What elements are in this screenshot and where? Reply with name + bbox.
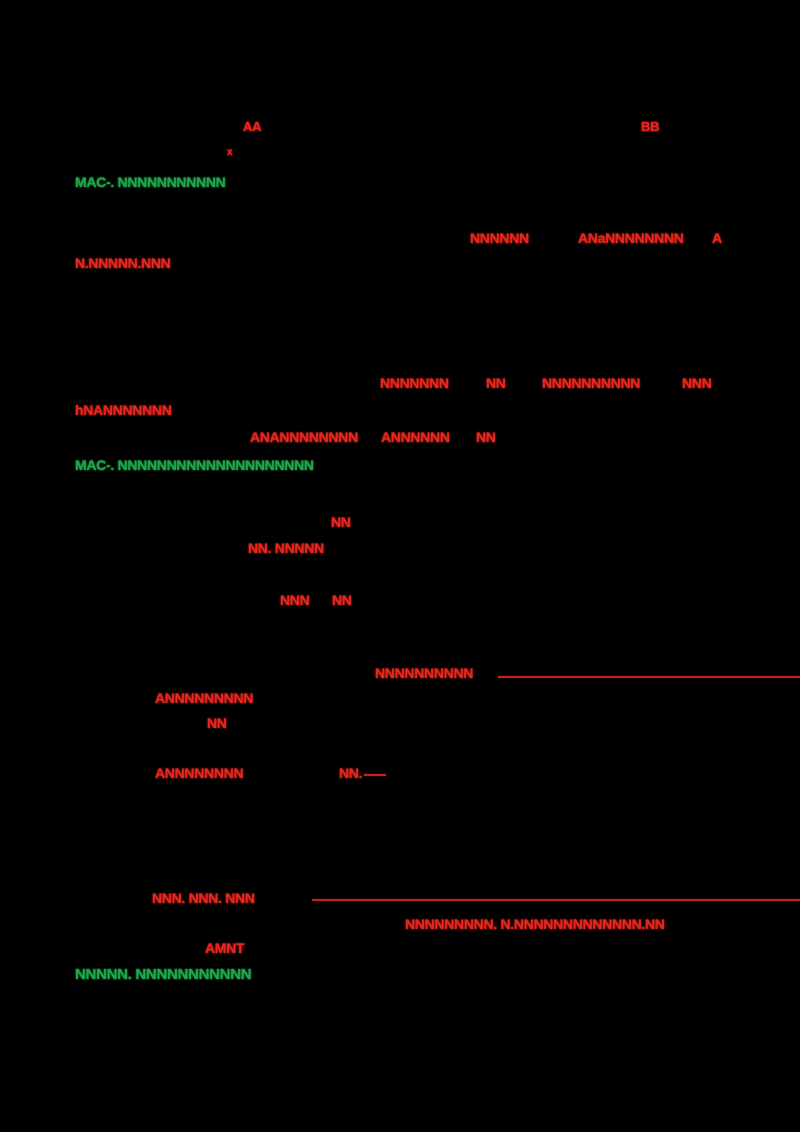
red-dash bbox=[364, 774, 386, 776]
red-annotation: NN bbox=[486, 375, 506, 391]
red-annotation: NNNNNN bbox=[470, 230, 529, 246]
red-annotation: AA bbox=[243, 119, 262, 134]
red-annotation: NNN. NNN. NNN bbox=[152, 890, 255, 906]
red-annotation: AMNT bbox=[205, 940, 245, 956]
green-heading: NNNNN. NNNNNNNNNNN bbox=[75, 966, 252, 983]
red-annotation: NN bbox=[476, 429, 496, 445]
red-annotation: hNANNNNNNN bbox=[75, 402, 172, 418]
red-annotation: ANNNNNNNNN bbox=[155, 690, 254, 706]
red-annotation: NNNNNNNNNN bbox=[542, 375, 641, 391]
red-annotation: NN bbox=[207, 715, 227, 731]
red-annotation: ANNNNNNNN bbox=[155, 765, 244, 781]
red-annotation: NN. NNNNN bbox=[248, 540, 324, 556]
green-heading: MAC-. NNNNNNNNNNN bbox=[75, 174, 226, 190]
red-annotation: ANaNNNNNNNN bbox=[578, 230, 684, 246]
red-annotation: NN bbox=[332, 592, 352, 608]
red-annotation: NNNNNNNNNN bbox=[375, 665, 474, 681]
red-annotation: NNN bbox=[280, 592, 310, 608]
green-heading: MAC-. NNNNNNNNNNNNNNNNNNNN bbox=[75, 457, 314, 473]
red-tick-mark: x bbox=[227, 147, 233, 158]
red-annotation: ANANNNNNNNN bbox=[250, 429, 358, 445]
red-annotation: NNN bbox=[682, 375, 712, 391]
red-underline bbox=[498, 676, 800, 678]
red-annotation: BB bbox=[641, 119, 660, 134]
red-annotation: NN. bbox=[339, 765, 363, 781]
red-annotation: ANNNNNN bbox=[381, 429, 450, 445]
red-annotation: N.NNNNN.NNN bbox=[75, 255, 171, 271]
red-underline bbox=[312, 899, 800, 901]
red-annotation: A bbox=[712, 230, 722, 246]
red-annotation: NN bbox=[331, 514, 351, 530]
red-annotation: NNNNNNNNN. N.NNNNNNNNNNNNN.NN bbox=[405, 916, 665, 932]
red-annotation: NNNNNNN bbox=[380, 375, 449, 391]
